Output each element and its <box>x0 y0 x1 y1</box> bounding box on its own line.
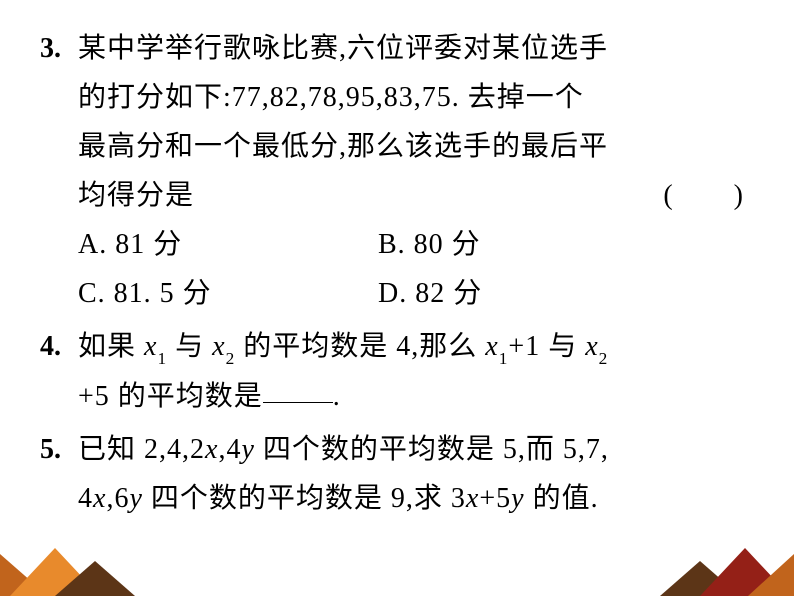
q4-line2: +5 的平均数是. <box>78 372 744 421</box>
q3-line3: 最高分和一个最低分,那么该选手的最后平 <box>78 122 744 171</box>
problem-4: 4. 如果 x1 与 x2 的平均数是 4,那么 x1+1 与 x2 +5 的平… <box>40 322 744 421</box>
option-d: D. 82 分 <box>378 269 744 318</box>
footer-decoration <box>0 536 794 596</box>
problem-5: 5. 已知 2,4,2x,4y 四个数的平均数是 5,而 5,7, 4x,6y … <box>40 425 744 523</box>
triangle-icon <box>55 561 135 596</box>
q5-line1: 已知 2,4,2x,4y 四个数的平均数是 5,而 5,7, <box>78 425 744 474</box>
triangle-icon <box>0 554 48 596</box>
q4-line1: 如果 x1 与 x2 的平均数是 4,那么 x1+1 与 x2 <box>78 322 744 372</box>
answer-paren: () <box>663 171 744 220</box>
triangle-icon <box>700 548 790 596</box>
problem-number: 4. <box>40 322 78 371</box>
option-b: B. 80 分 <box>378 220 744 269</box>
q3-options-row1: A. 81 分 B. 80 分 <box>78 220 744 269</box>
option-a: A. 81 分 <box>78 220 378 269</box>
triangle-icon <box>10 548 100 596</box>
triangle-icon <box>660 561 740 596</box>
q3-options-row2: C. 81. 5 分 D. 82 分 <box>78 269 744 318</box>
fill-blank <box>263 402 333 403</box>
q3-line2: 的打分如下:77,82,78,95,83,75. 去掉一个 <box>78 73 744 122</box>
q3-line4: 均得分是 () <box>78 171 744 220</box>
q3-l4-text: 均得分是 <box>78 171 194 220</box>
page-content: 3. 某中学举行歌咏比赛,六位评委对某位选手 的打分如下:77,82,78,95… <box>0 0 794 523</box>
option-c: C. 81. 5 分 <box>78 269 378 318</box>
problem-number: 3. <box>40 24 78 73</box>
problem-number: 5. <box>40 425 78 474</box>
q3-line1: 某中学举行歌咏比赛,六位评委对某位选手 <box>78 24 744 73</box>
triangle-icon <box>748 554 794 596</box>
problem-3: 3. 某中学举行歌咏比赛,六位评委对某位选手 的打分如下:77,82,78,95… <box>40 24 744 318</box>
q5-line2: 4x,6y 四个数的平均数是 9,求 3x+5y 的值. <box>78 474 744 523</box>
